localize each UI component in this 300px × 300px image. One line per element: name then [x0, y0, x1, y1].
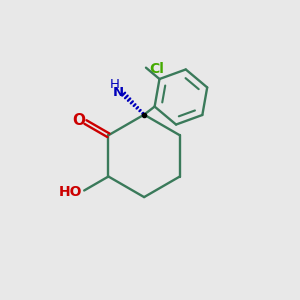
- Text: HO: HO: [59, 185, 83, 199]
- Text: N: N: [112, 86, 123, 99]
- Text: O: O: [73, 113, 85, 128]
- Text: H: H: [110, 78, 120, 91]
- Text: Cl: Cl: [149, 62, 164, 76]
